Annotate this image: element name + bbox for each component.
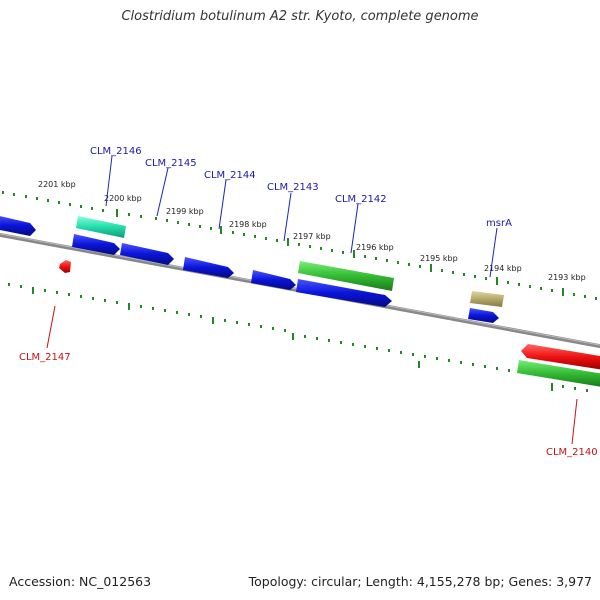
- gene-label[interactable]: msrA: [486, 218, 512, 229]
- scale-tick-label: 2194 kbp: [484, 264, 522, 273]
- gene-block-teal[interactable]: [76, 216, 126, 238]
- gene-block-green[interactable]: [517, 360, 600, 387]
- forward-label-leaders: [105, 155, 498, 278]
- gene-arrow[interactable]: [251, 270, 296, 290]
- gene-label[interactable]: CLM_2143: [267, 182, 319, 193]
- gene-arrow[interactable]: [72, 234, 120, 255]
- gene-arrow[interactable]: [296, 279, 392, 307]
- reverse-genes: [59, 260, 600, 387]
- scale-labels: 2201 kbp 2200 kbp 2199 kbp 2198 kbp 2197…: [38, 180, 586, 282]
- map-title: Clostridium botulinum A2 str. Kyoto, com…: [121, 9, 479, 24]
- scale-tick-label: 2199 kbp: [166, 207, 204, 216]
- gene-label[interactable]: CLM_2140: [546, 447, 598, 458]
- gene-label[interactable]: CLM_2142: [335, 194, 387, 205]
- gene-label[interactable]: CLM_2144: [204, 170, 256, 181]
- scale-tick-label: 2197 kbp: [293, 232, 331, 241]
- gene-arrow[interactable]: [468, 308, 499, 323]
- gene-label[interactable]: CLM_2145: [145, 158, 197, 169]
- forward-genes: [0, 215, 504, 323]
- gene-arrow[interactable]: [0, 215, 36, 236]
- reverse-gene-labels: CLM_2147 CLM_2140: [19, 352, 598, 458]
- scale-tick-label: 2201 kbp: [38, 180, 76, 189]
- scale-tick-label: 2193 kbp: [548, 273, 586, 282]
- reverse-label-leaders: [46, 305, 578, 445]
- scale-tick-label: 2198 kbp: [229, 220, 267, 229]
- forward-gene-labels: CLM_2146 CLM_2145 CLM_2144 CLM_2143 CLM_…: [90, 146, 512, 229]
- gene-label[interactable]: CLM_2147: [19, 352, 71, 363]
- inner-scale-track: [8, 283, 588, 392]
- genome-summary-text: Topology: circular; Length: 4,155,278 bp…: [248, 574, 592, 589]
- accession-text: Accession: NC_012563: [9, 574, 152, 589]
- gene-arrow[interactable]: [120, 243, 174, 265]
- scale-tick-label: 2200 kbp: [104, 194, 142, 203]
- gene-arrow-red[interactable]: [521, 344, 600, 370]
- gene-block-green[interactable]: [298, 261, 394, 291]
- gene-label[interactable]: CLM_2146: [90, 146, 142, 157]
- gene-block-olive[interactable]: [470, 291, 504, 307]
- scale-tick-label: 2196 kbp: [356, 243, 394, 252]
- genome-backbone: [0, 232, 600, 349]
- gene-arrow-red[interactable]: [59, 260, 71, 273]
- outer-scale-track: [2, 191, 597, 300]
- gene-arrow[interactable]: [183, 257, 234, 278]
- scale-tick-label: 2195 kbp: [420, 254, 458, 263]
